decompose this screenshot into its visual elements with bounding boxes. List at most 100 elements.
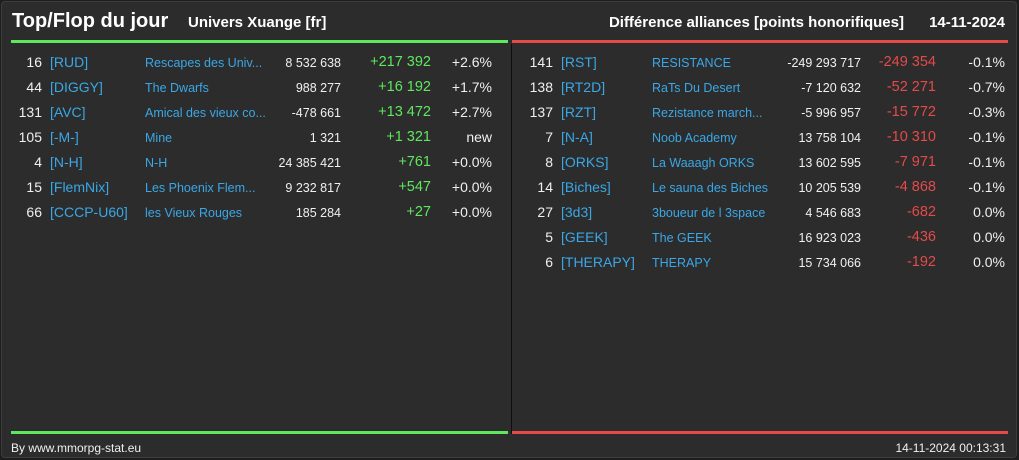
alliance-rank: 141 [529, 54, 553, 70]
top-header-bar [11, 40, 508, 43]
alliance-tag-link[interactable]: [DIGGY] [50, 79, 103, 95]
alliance-rank: 6 [545, 254, 553, 270]
alliance-points: 988 277 [295, 81, 341, 95]
percent-change: new [466, 129, 492, 145]
alliance-rank: 44 [26, 79, 42, 95]
alliance-points: 4 546 683 [805, 206, 861, 220]
table-row: 138 [RT2D] RaTs Du Desert -7 120 632 -52 271… [513, 75, 1013, 100]
alliance-tag-link[interactable]: [-M-] [50, 129, 79, 145]
alliance-rank: 66 [26, 204, 42, 220]
alliance-tag-link[interactable]: [RST] [561, 54, 597, 70]
points-difference: -15 772 [886, 104, 936, 120]
table-row: 131 [AVC] Amical des vieux co... -478 661 +1… [2, 100, 502, 125]
points-difference: -7 971 [894, 154, 936, 170]
table-row: 8 [ORKS] La Waaagh ORKS 13 602 595 -7 971 -0.… [513, 150, 1013, 175]
table-row: 44 [DIGGY] The Dwarfs 988 277 +16 192 +1.7% [2, 75, 502, 100]
alliance-tag-link[interactable]: [3d3] [561, 204, 593, 220]
alliance-tag-link[interactable]: [FlemNix] [50, 179, 110, 195]
alliance-tag-link[interactable]: [AVC] [50, 104, 86, 120]
alliance-tag-link[interactable]: [Biches] [561, 179, 611, 195]
points-difference: -249 354 [878, 54, 936, 70]
alliance-tag-link[interactable]: [ORKS] [561, 154, 609, 170]
alliance-tag-link[interactable]: [N-H] [50, 154, 83, 170]
alliance-tag-link[interactable]: [GEEK] [561, 229, 608, 245]
percent-change: 0.0% [973, 204, 1005, 220]
percent-change: -0.7% [968, 79, 1005, 95]
points-difference: +761 [398, 154, 431, 170]
top-losers-list: 141 [RST] RESISTANCE -249 293 717 -249 354 -0… [513, 50, 1013, 275]
percent-change: -0.1% [968, 129, 1005, 145]
flop-header-bar [512, 40, 1008, 43]
table-row: 14 [Biches] Le sauna des Biches 10 205 539 -… [513, 175, 1013, 200]
alliance-tag-link[interactable]: [RZT] [561, 104, 596, 120]
top-footer-bar [11, 431, 508, 434]
alliance-name-link[interactable]: The GEEK [652, 231, 712, 245]
alliance-tag-link[interactable]: [RT2D] [561, 79, 606, 95]
points-difference: -192 [906, 254, 936, 270]
site-credit: By www.mmorpg-stat.eu [11, 441, 142, 455]
alliance-points: 8 532 638 [285, 56, 341, 70]
alliance-name-link[interactable]: RESISTANCE [652, 56, 731, 70]
percent-change: +0.0% [451, 154, 492, 170]
alliance-rank: 15 [26, 179, 42, 195]
alliance-points: -249 293 717 [787, 56, 861, 70]
alliance-tag-link[interactable]: [RUD] [50, 54, 89, 70]
flop-footer-bar [512, 431, 1008, 434]
table-row: 15 [FlemNix] Les Phoenix Flem... 9 232 817 +… [2, 175, 502, 200]
percent-change: -0.1% [968, 54, 1005, 70]
percent-change: 0.0% [973, 229, 1005, 245]
alliance-tag-link[interactable]: [N-A] [561, 129, 593, 145]
points-difference: +1 321 [386, 129, 431, 145]
table-row: 27 [3d3] 3boueur de l 3space 4 546 683 -682 0… [513, 200, 1013, 225]
percent-change: +0.0% [451, 179, 492, 195]
points-difference: +16 192 [378, 79, 431, 95]
alliance-name-link[interactable]: Noob Academy [652, 131, 737, 145]
generated-timestamp: 14-11-2024 00:13:31 [895, 441, 1006, 455]
percent-change: -0.1% [968, 179, 1005, 195]
alliance-tag-link[interactable]: [CCCP-U60] [50, 204, 128, 220]
points-difference: +13 472 [378, 104, 431, 120]
percent-change: +2.6% [451, 54, 492, 70]
alliance-name-link[interactable]: Le sauna des Biches [652, 181, 769, 195]
percent-change: +1.7% [451, 79, 492, 95]
points-difference: -52 271 [886, 79, 936, 95]
alliance-points: 9 232 817 [285, 181, 341, 195]
alliance-name-link[interactable]: 3boueur de l 3space [652, 206, 766, 220]
table-row: 16 [RUD] Rescapes des Univ... 8 532 638 +217… [2, 50, 502, 75]
panel-divider [511, 44, 512, 434]
alliance-rank: 14 [537, 179, 553, 195]
alliance-name-link[interactable]: RaTs Du Desert [652, 81, 741, 95]
alliance-points: 13 602 595 [798, 156, 861, 170]
alliance-name-link[interactable]: THERAPY [652, 256, 712, 270]
points-difference: +27 [406, 204, 431, 220]
alliance-rank: 131 [18, 104, 42, 120]
ranking-subtitle: Différence alliances [points honorifique… [608, 14, 904, 31]
points-difference: -4 868 [894, 179, 936, 195]
alliance-rank: 8 [545, 154, 553, 170]
alliance-points: 185 284 [295, 206, 341, 220]
alliance-tag-link[interactable]: [THERAPY] [561, 254, 635, 270]
page-title: Top/Flop du jour [12, 10, 169, 32]
alliance-rank: 27 [537, 204, 553, 220]
table-row: 7 [N-A] Noob Academy 13 758 104 -10 310 -0.1% [513, 125, 1013, 150]
alliance-name-link[interactable]: Rezistance march... [652, 106, 763, 120]
points-difference: -10 310 [886, 129, 936, 145]
alliance-points: 13 758 104 [798, 131, 861, 145]
alliance-points: 16 923 023 [798, 231, 861, 245]
points-difference: -682 [906, 204, 936, 220]
top-gainers-list: 16 [RUD] Rescapes des Univ... 8 532 638 +217… [2, 50, 502, 225]
table-row: 6 [THERAPY] THERAPY 15 734 066 -192 0.0% [513, 250, 1013, 275]
table-row: 137 [RZT] Rezistance march... -5 996 957 -15… [513, 100, 1013, 125]
percent-change: -0.1% [968, 154, 1005, 170]
alliance-rank: 4 [34, 154, 42, 170]
percent-change: +0.0% [451, 204, 492, 220]
points-difference: +547 [398, 179, 431, 195]
points-difference: -436 [906, 229, 936, 245]
alliance-rank: 5 [545, 229, 553, 245]
alliance-points: 15 734 066 [798, 256, 861, 270]
table-row: 141 [RST] RESISTANCE -249 293 717 -249 354 -0… [513, 50, 1013, 75]
alliance-name-link[interactable]: La Waaagh ORKS [652, 156, 755, 170]
header-date: 14-11-2024 [929, 14, 1005, 31]
alliance-rank: 105 [18, 129, 42, 145]
